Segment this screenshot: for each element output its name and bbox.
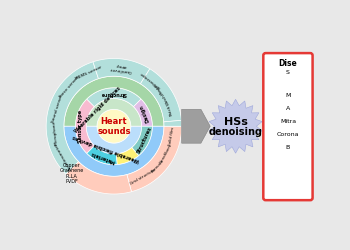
Text: Sound sensor: Sound sensor [51,94,64,123]
Polygon shape [86,98,142,126]
Text: MEMS sensor: MEMS sensor [75,65,103,81]
Polygon shape [209,99,262,153]
Text: Accelerometer: Accelerometer [53,141,72,171]
Text: Mouse: Mouse [153,82,165,95]
Text: Corona: Corona [277,132,299,137]
Text: PVDF: PVDF [65,179,78,184]
Text: Nanofibers: Nanofibers [159,143,173,165]
Polygon shape [132,126,153,156]
Text: Design: Design [139,104,150,123]
Text: Structure: Structure [101,91,127,96]
Polygon shape [64,126,164,176]
Text: Graphene: Graphene [60,168,84,173]
Text: Porous: Porous [150,161,162,173]
Polygon shape [66,162,132,194]
Text: Copper: Copper [63,163,80,168]
Polygon shape [127,126,182,192]
Text: A: A [286,106,290,111]
Text: Wearable rigid devices: Wearable rigid devices [74,86,122,134]
Text: Wearable flexible devices: Wearable flexible devices [72,134,140,162]
Polygon shape [140,69,181,122]
Text: Heart
sounds: Heart sounds [97,116,131,136]
Text: PLLA: PLLA [66,174,77,179]
Text: Watch: Watch [161,92,171,105]
Text: Patch: Patch [167,104,174,116]
Polygon shape [87,88,141,107]
Polygon shape [64,76,164,126]
Text: Grid structure: Grid structure [130,168,157,186]
Text: Solid film: Solid film [168,127,176,146]
Text: Structures: Structures [135,126,152,154]
Polygon shape [164,120,182,126]
Polygon shape [46,62,98,174]
Text: Cantilever
array: Cantilever array [110,62,133,74]
Text: Mitra: Mitra [280,119,296,124]
Polygon shape [116,148,139,164]
Polygon shape [86,126,142,154]
Text: B: B [286,145,290,150]
Text: Sensor type: Sensor type [78,110,83,143]
Text: Dise: Dise [279,58,297,68]
Polygon shape [76,99,94,154]
Text: S: S [286,70,290,75]
Circle shape [97,109,131,143]
Text: Stethoscope: Stethoscope [139,70,161,89]
FancyBboxPatch shape [263,53,313,200]
Text: Microphone: Microphone [52,120,59,146]
Polygon shape [93,58,150,84]
Text: denoising: denoising [209,127,262,137]
Text: M: M [285,93,290,98]
Polygon shape [87,146,117,165]
Polygon shape [182,109,210,143]
Polygon shape [134,99,153,126]
Text: HSs: HSs [224,117,247,127]
Text: Force sensor: Force sensor [59,76,80,99]
Text: Materials: Materials [90,150,116,164]
